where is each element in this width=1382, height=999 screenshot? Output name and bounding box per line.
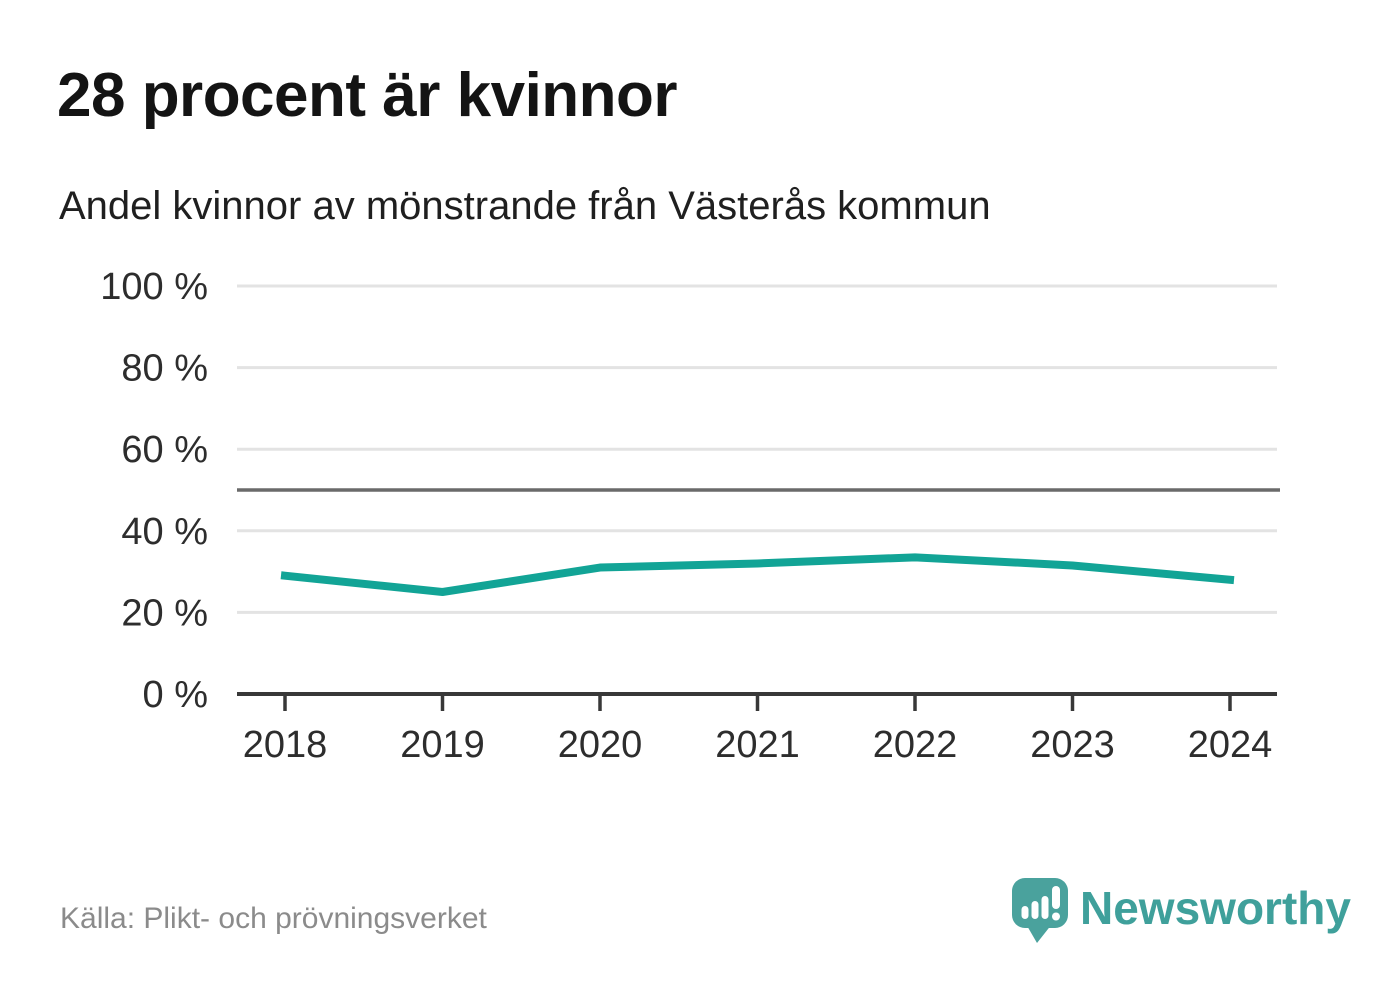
logo-bar-medium (1031, 901, 1039, 919)
logo-exclamation-bar (1052, 886, 1060, 909)
y-axis-label: 100 % (100, 266, 208, 308)
y-axis-label: 80 % (121, 348, 208, 390)
x-axis-label: 2018 (243, 724, 328, 766)
x-axis-label: 2024 (1188, 724, 1273, 766)
chart-title: 28 procent är kvinnor (57, 61, 678, 130)
logo-bar-large (1041, 896, 1049, 919)
y-axis-label: 0 % (143, 674, 208, 716)
newsworthy-speech-bubble-icon (1012, 878, 1068, 943)
y-axis-label: 40 % (121, 511, 208, 553)
x-axis-label: 2019 (400, 724, 485, 766)
x-axis-label: 2023 (1030, 724, 1115, 766)
source-note: Källa: Plikt- och prövningsverket (60, 902, 487, 935)
logo-exclamation-dot (1052, 912, 1060, 921)
x-axis-label: 2021 (715, 724, 800, 766)
y-axis-label: 20 % (121, 592, 208, 634)
y-axis-label: 60 % (121, 429, 208, 471)
newsworthy-wordmark: Newsworthy (1080, 882, 1351, 934)
x-axis-label: 2022 (873, 724, 958, 766)
logo-bar-small (1021, 906, 1029, 919)
series-line (280, 553, 1235, 596)
x-axis-label: 2020 (558, 724, 643, 766)
chart-subtitle: Andel kvinnor av mönstrande från Västerå… (59, 184, 991, 228)
newsworthy-logo: Newsworthy (1010, 874, 1351, 954)
